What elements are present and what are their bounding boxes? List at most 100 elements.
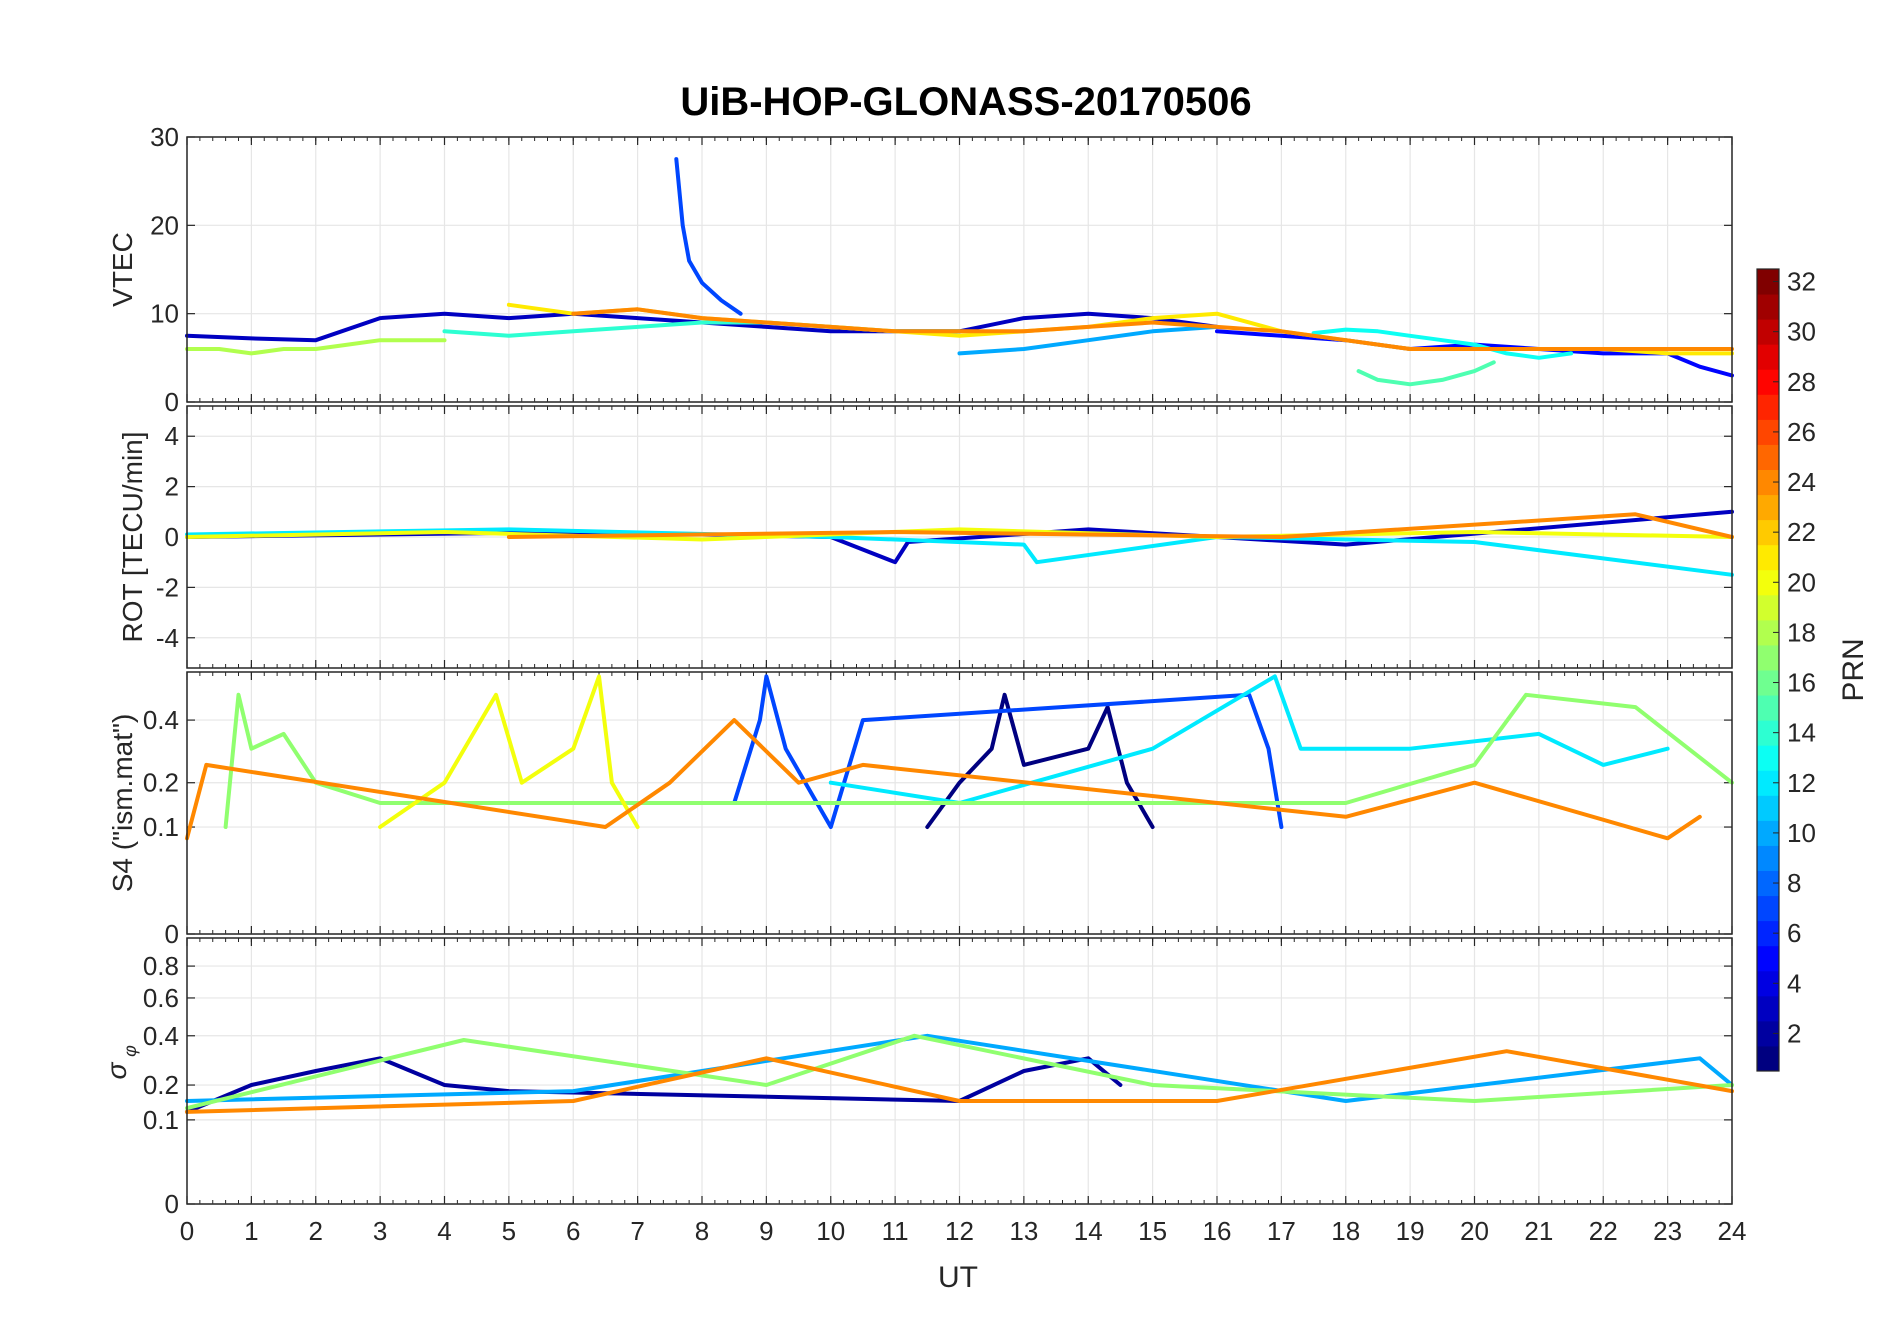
- colorbar-tick-label: 16: [1787, 668, 1816, 698]
- series-line-prn-24: [185, 1049, 1734, 1114]
- colorbar-segment: [1757, 920, 1779, 947]
- x-tick-label: 1: [244, 1216, 258, 1246]
- x-tick-label: 19: [1396, 1216, 1425, 1246]
- y-tick-label: 4: [165, 421, 179, 451]
- colorbar-segment: [1757, 569, 1779, 596]
- colorbar-segment: [1757, 619, 1779, 646]
- x-tick-label: 17: [1267, 1216, 1296, 1246]
- y-tick-label: 0.4: [143, 705, 179, 735]
- x-axis-label: UT: [938, 1261, 978, 1294]
- x-tick-label: 23: [1653, 1216, 1682, 1246]
- y-tick-label: 0.2: [143, 1070, 179, 1100]
- series-line-prn-7: [732, 674, 1284, 829]
- series-line-prn-10: [957, 324, 1219, 356]
- colorbar-tick-label: 20: [1787, 567, 1816, 597]
- x-tick-label: 20: [1460, 1216, 1489, 1246]
- colorbar-segment: [1757, 820, 1779, 846]
- colorbar-segment: [1757, 745, 1779, 771]
- x-tick-label: 4: [437, 1216, 451, 1246]
- colorbar-segment: [1757, 319, 1779, 345]
- x-tick-label: 16: [1203, 1216, 1232, 1246]
- panel-sigma_phi: 0 0.1 0.2 0.4 0.60.8 σφ: [101, 937, 1734, 1219]
- colorbar-label: PRN: [1837, 638, 1870, 701]
- series-line-prn-18: [185, 338, 447, 356]
- x-tick-label: 18: [1331, 1216, 1360, 1246]
- series-line-prn-20: [378, 674, 640, 829]
- y-tick-label: 0: [165, 522, 179, 552]
- x-tick-label: 24: [1718, 1216, 1747, 1246]
- colorbar-segment: [1757, 544, 1779, 571]
- x-tick-label: 14: [1074, 1216, 1103, 1246]
- colorbar-tick-label: 2: [1787, 1018, 1801, 1048]
- x-tick-label: 11: [882, 1216, 909, 1246]
- x-tick-label: 12: [945, 1216, 974, 1246]
- x-tick-label: 6: [566, 1216, 580, 1246]
- x-tick-label: 9: [759, 1216, 773, 1246]
- y-tick-label: 10: [150, 299, 179, 329]
- x-tick-label: 2: [309, 1216, 323, 1246]
- y-tick-label: 0.1: [143, 812, 179, 842]
- series-line-prn-10: [185, 1033, 1734, 1103]
- x-tick-label: 5: [502, 1216, 516, 1246]
- colorbar-segment: [1757, 294, 1779, 320]
- series-line-prn-17: [223, 692, 1734, 829]
- panel-rot: -4 -2 0 2 4 ROT [TECU/min]: [117, 405, 1734, 669]
- x-tick-label: 22: [1589, 1216, 1618, 1246]
- colorbar-segment: [1757, 394, 1779, 420]
- colorbar-segment: [1757, 519, 1779, 546]
- series-line-prn-13: [1311, 327, 1574, 360]
- panel-s4: 0 0.1 0.2 0.4S4 ("ism.mat"): [107, 671, 1734, 949]
- colorbar-segment: [1757, 670, 1779, 696]
- chart-title: UiB-HOP-GLONASS-20170506: [680, 80, 1251, 124]
- y-axis-label: σ: [101, 1061, 132, 1079]
- y-tick-label: 0.8: [143, 951, 179, 981]
- colorbar-segment: [1757, 1045, 1779, 1072]
- series-line-prn-17: [185, 1033, 1734, 1111]
- colorbar-segment: [1757, 970, 1779, 997]
- colorbar-tick-label: 26: [1787, 417, 1816, 447]
- colorbar-segment: [1757, 945, 1779, 972]
- series-line-prn-12: [828, 674, 1670, 805]
- colorbar-segment: [1757, 369, 1779, 395]
- colorbar-segment: [1757, 795, 1779, 821]
- colorbar-tick-label: 8: [1787, 868, 1801, 898]
- y-tick-label: -2: [156, 572, 179, 602]
- colorbar-segment: [1757, 444, 1779, 470]
- y-tick-label: 0: [165, 1189, 179, 1219]
- colorbar-tick-label: 28: [1787, 367, 1816, 397]
- y-axis-label: S4 ("ism.mat"): [107, 714, 138, 893]
- axes-frame: [186, 937, 1733, 1205]
- colorbar-segment: [1757, 1020, 1779, 1047]
- colorbar-tick-label: 6: [1787, 918, 1801, 948]
- x-tick-label: 7: [630, 1216, 644, 1246]
- colorbar-tick-label: 24: [1787, 467, 1816, 497]
- colorbar-tick-label: 18: [1787, 617, 1816, 647]
- colorbar-tick-label: 12: [1787, 768, 1816, 798]
- x-tick-label: 0: [180, 1216, 194, 1246]
- colorbar-segment: [1757, 770, 1779, 796]
- y-axis-label: ROT [TECU/min]: [117, 431, 148, 642]
- colorbar-segment: [1757, 644, 1779, 671]
- colorbar-segment: [1757, 695, 1779, 721]
- y-tick-label: 0: [165, 387, 179, 417]
- colorbar-segment: [1757, 594, 1779, 621]
- colorbar-segment: [1757, 269, 1779, 295]
- series-line-prn-12: [185, 527, 1734, 577]
- panel-vtec: 0 10 20 30 VTEC: [107, 122, 1734, 417]
- colorbar-segment: [1757, 870, 1779, 897]
- colorbar-tick-label: 10: [1787, 818, 1816, 848]
- series-line-prn-20: [185, 527, 1734, 542]
- colorbar-segment: [1757, 344, 1779, 370]
- series-line-prn-15: [1356, 360, 1496, 387]
- series-line-prn-7: [674, 157, 743, 316]
- axes-frame: [186, 671, 1733, 935]
- series-line-prn-24: [185, 718, 1702, 841]
- axes-frame: [186, 405, 1733, 669]
- y-tick-label: 2: [165, 472, 179, 502]
- y-tick-label: 0.4: [143, 1021, 179, 1051]
- colorbar-tick-label: 32: [1787, 267, 1816, 297]
- y-tick-label: 20: [150, 210, 179, 240]
